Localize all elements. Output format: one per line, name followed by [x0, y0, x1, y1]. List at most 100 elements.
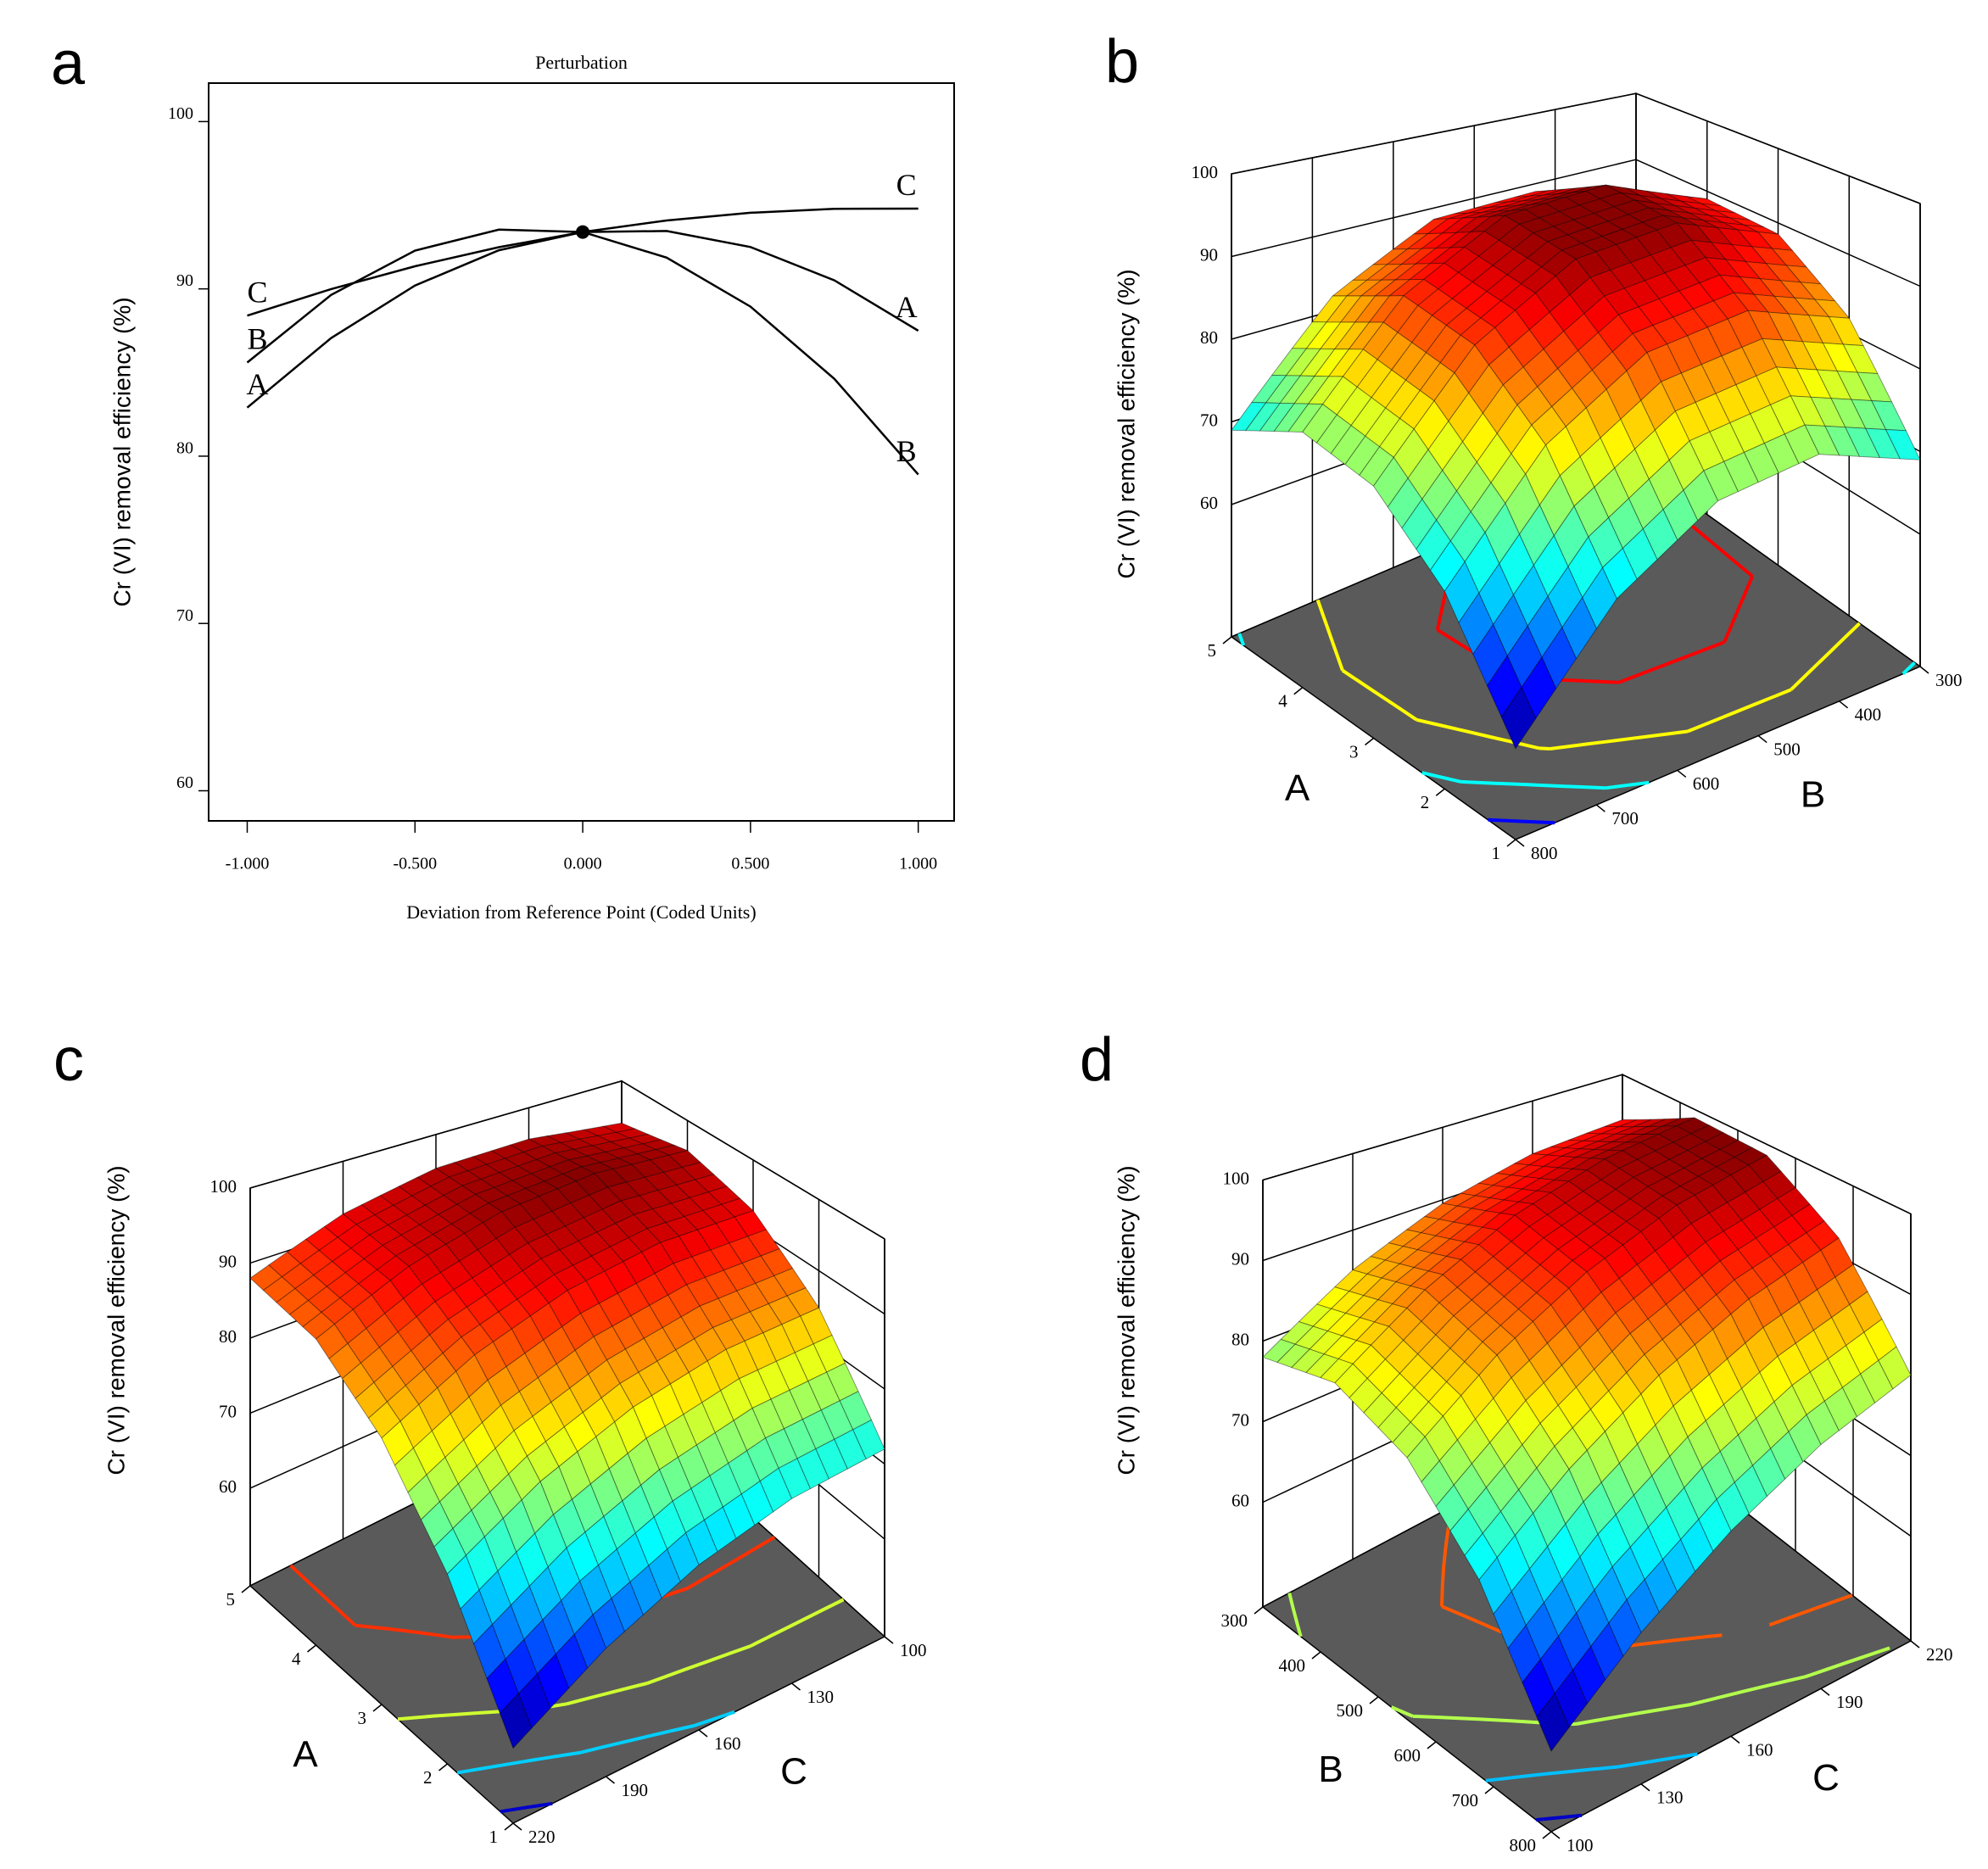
surface-patch [486, 1658, 519, 1715]
surface-patch [1315, 414, 1352, 455]
x-tick-label: 3 [1349, 741, 1359, 762]
x-tick-label: 3 [358, 1708, 367, 1728]
x-tick-label: 400 [1279, 1655, 1306, 1676]
curve-label: B [247, 322, 267, 356]
z-tick-label: 100 [1223, 1168, 1250, 1188]
x-tick-label: 2 [1421, 792, 1430, 812]
surface-patch [1590, 1622, 1624, 1681]
y-axis-label: Cr (VI) removal efficiency (%) [109, 297, 135, 606]
surface-patch [1680, 1518, 1714, 1573]
surface-patch [1734, 1465, 1767, 1515]
y-tick-label: 100 [168, 104, 193, 123]
y-tick [1550, 1831, 1561, 1839]
y-tick-label: 300 [1935, 670, 1963, 690]
surface-patch [381, 1420, 414, 1466]
surface-patch [1259, 402, 1295, 432]
surface-patch [1359, 446, 1394, 487]
z-tick-label: 60 [1200, 493, 1218, 513]
x-tick [1542, 1831, 1552, 1839]
surface-patch [1823, 1386, 1857, 1431]
x-tick-label: 4 [1278, 691, 1287, 711]
y-tick-label: 600 [1693, 773, 1720, 794]
surface-patch [1841, 1373, 1876, 1418]
surface [249, 1122, 885, 1749]
surface-patch [1372, 456, 1409, 508]
y-tick [1919, 666, 1929, 674]
surface-patch [1302, 403, 1337, 444]
y-tick [1757, 735, 1767, 744]
y-tick [1730, 1735, 1740, 1744]
y-tick-label: 220 [528, 1827, 556, 1847]
y-tick-label: 190 [1836, 1692, 1863, 1712]
surface-patch [1330, 425, 1366, 466]
x-axis-label: A [1285, 767, 1310, 809]
surface-patch [302, 1311, 336, 1340]
contour-line [500, 1801, 553, 1814]
panel-letter: c [53, 1026, 84, 1094]
y-tick-label: 130 [807, 1687, 835, 1707]
z-tick-label: 70 [1231, 1409, 1249, 1430]
x-tick-label: 0.000 [564, 855, 602, 873]
y-tick [1910, 1640, 1920, 1649]
x-axis-label: A [293, 1734, 318, 1776]
y-tick-label: 100 [1566, 1835, 1594, 1855]
y-tick-label: 400 [1855, 705, 1882, 725]
panel-letter: d [1080, 1026, 1114, 1094]
surface-patch [328, 1342, 361, 1380]
x-tick [504, 1822, 514, 1831]
x-tick [307, 1644, 316, 1653]
y-tick [1839, 700, 1849, 709]
z-tick-label: 60 [1231, 1490, 1249, 1510]
reference-point [576, 225, 590, 239]
surface-patch [1344, 435, 1381, 477]
z-tick-label: 80 [219, 1326, 237, 1347]
x-tick-label: 1.000 [899, 855, 937, 873]
y-tick [1820, 1688, 1830, 1696]
y-axis-label: C [1812, 1757, 1840, 1799]
y-tick-label: 160 [1746, 1739, 1773, 1760]
surface-patch [1536, 1693, 1570, 1752]
x-tick [372, 1704, 383, 1712]
surface-patch [1751, 1448, 1786, 1498]
contour-line [1488, 817, 1555, 825]
surface-patch [276, 1288, 310, 1315]
z-tick-label: 70 [219, 1401, 237, 1421]
x-tick [1254, 1606, 1264, 1615]
x-tick [1484, 1786, 1494, 1794]
z-tick-label: 90 [219, 1251, 237, 1271]
y-axis-label: B [1801, 774, 1825, 816]
y-tick-label: 190 [622, 1780, 649, 1800]
curve-label: C [247, 275, 267, 309]
contour-line [1237, 633, 1916, 790]
z-tick-label: 90 [1231, 1248, 1249, 1269]
contour-line [1535, 1813, 1583, 1822]
surface [1262, 1117, 1912, 1752]
x-tick-label: 600 [1394, 1745, 1421, 1766]
surface-patch [249, 1264, 283, 1292]
y-tick-label: 700 [1611, 808, 1639, 828]
y-tick-label: 80 [176, 439, 193, 458]
y-tick-label: 90 [176, 271, 193, 290]
x-axis-label: B [1318, 1749, 1343, 1790]
surface-patch [1500, 686, 1537, 750]
curve-label: A [896, 290, 918, 324]
x-tick-label: -0.500 [393, 855, 437, 873]
surface-patch [1554, 1669, 1588, 1728]
x-tick-label: 2 [423, 1767, 433, 1788]
x-tick [1369, 1696, 1379, 1704]
surface-patch [262, 1276, 296, 1303]
z-axis-label: Cr (VI) removal efficiency (%) [1113, 1165, 1139, 1475]
surface-patch [1401, 498, 1438, 550]
x-tick-label: 500 [1337, 1700, 1364, 1721]
curve-label: C [896, 168, 917, 202]
surface-patch [315, 1323, 349, 1359]
surface-patch [1716, 1481, 1750, 1532]
surface-patch [1644, 1559, 1678, 1614]
y-tick [606, 1776, 615, 1784]
x-tick-label: 5 [226, 1589, 236, 1610]
plot-frame [208, 82, 955, 822]
y-tick [698, 1729, 708, 1738]
contour-line [456, 1710, 735, 1775]
x-tick-label: 4 [292, 1649, 301, 1669]
